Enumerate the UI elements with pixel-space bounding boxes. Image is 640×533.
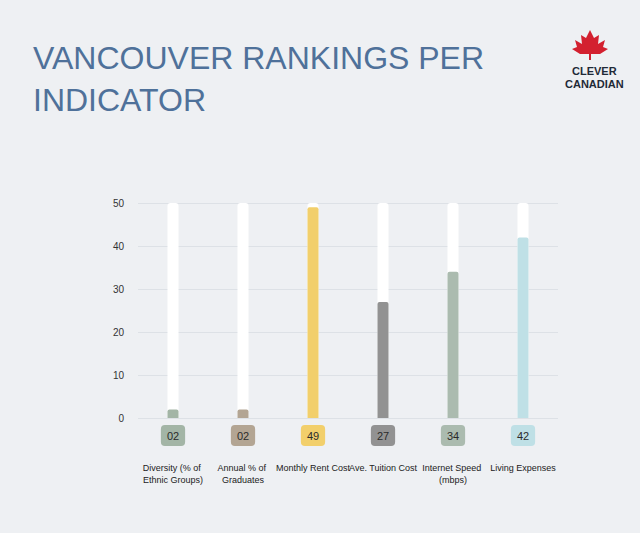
svg-text:34: 34 [447,430,459,442]
svg-text:VANCOUVER RANKINGS PER: VANCOUVER RANKINGS PER [33,40,493,76]
svg-text:Ave. Tuition Cost: Ave. Tuition Cost [349,463,417,473]
svg-text:27: 27 [377,430,389,442]
svg-text:Graduates: Graduates [222,475,265,485]
svg-text:Monthly Rent Cost: Monthly Rent Cost [276,463,351,473]
svg-text:Ethnic Groups): Ethnic Groups) [143,475,203,485]
svg-text:20: 20 [113,327,125,338]
svg-text:Living Expenses: Living Expenses [490,463,556,473]
svg-text:0: 0 [118,413,124,424]
svg-text:49: 49 [307,430,319,442]
svg-text:(mbps): (mbps) [439,475,467,485]
svg-text:02: 02 [167,430,179,442]
svg-text:50: 50 [113,198,125,209]
svg-text:02: 02 [237,430,249,442]
svg-text:Diversity (% of: Diversity (% of [143,463,204,473]
svg-text:Annual % of: Annual % of [217,463,268,473]
svg-text:CLEVER: CLEVER [572,65,617,77]
svg-text:10: 10 [113,370,125,381]
svg-text:42: 42 [517,430,529,442]
svg-text:INDICATOR: INDICATOR [33,82,206,118]
svg-text:CANADIAN: CANADIAN [565,78,624,90]
svg-text:30: 30 [113,284,125,295]
svg-text:Internet Speed: Internet Speed [422,463,484,473]
svg-text:40: 40 [113,241,125,252]
